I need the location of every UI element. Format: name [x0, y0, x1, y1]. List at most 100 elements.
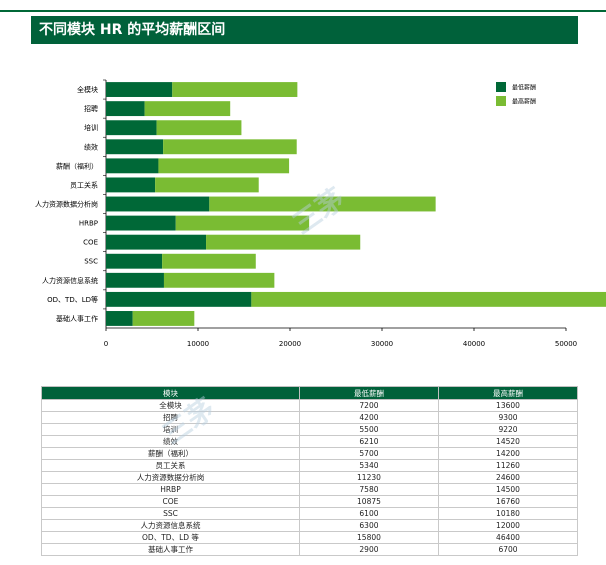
bar-min-salary: [106, 158, 159, 174]
salary-range-chart: 0 10000 20000 30000 40000 50000 全模块招聘培训绩效薪酬（福利…: [35, 79, 606, 348]
y-tick-label: SSC: [84, 258, 98, 266]
bar-min-salary: [106, 272, 164, 288]
min-cell: 6100: [298, 507, 439, 520]
bar-min-salary: [106, 177, 156, 193]
bar-max-salary: [209, 196, 436, 212]
table-row: HRBP 7580 14500: [41, 483, 579, 496]
max-cell: 9300: [437, 411, 579, 424]
bar-min-salary: [106, 215, 176, 231]
table-row: 薪酬（福利） 5700 14200: [41, 447, 579, 460]
min-cell: 5340: [298, 459, 439, 472]
bar-max-salary: [155, 177, 259, 193]
min-cell: 2900: [298, 543, 439, 556]
y-tick-label: OD、TD、LD等: [47, 295, 98, 304]
x-tick-label: 40000: [463, 340, 485, 348]
bar-min-salary: [106, 196, 210, 212]
bar-min-salary: [106, 311, 133, 326]
page-title: 不同模块 HR 的平均薪酬区间: [31, 16, 578, 44]
max-cell: 46400: [437, 531, 579, 544]
x-tick-label: 50000: [555, 340, 577, 348]
legend-swatch: [496, 96, 506, 106]
min-cell: 10875: [298, 495, 439, 508]
legend-label: 最低薪酬: [512, 84, 536, 92]
table-row: 培训 5500 9220: [41, 423, 579, 436]
y-tick-label: 培训: [84, 123, 98, 132]
bar-max-salary: [206, 234, 361, 250]
legend-swatch: [496, 82, 506, 92]
min-cell: 5700: [298, 447, 439, 460]
x-tick-label: 30000: [371, 340, 393, 348]
y-tick-label: 员工关系: [70, 180, 98, 189]
min-cell: 6300: [298, 519, 439, 532]
bar-max-salary: [158, 158, 290, 174]
module-cell: 全模块: [41, 399, 300, 412]
module-cell: SSC: [41, 507, 300, 520]
x-tick-label: 20000: [279, 340, 301, 348]
table-row: OD、TD、LD 等 15800 46400: [41, 531, 579, 544]
module-cell: 基础人事工作: [41, 543, 300, 556]
min-cell: 15800: [298, 531, 439, 544]
bar-min-salary: [106, 120, 157, 136]
module-cell: COE: [41, 495, 300, 508]
max-cell: 6700: [437, 543, 579, 556]
table-header-max: 最高薪酬: [437, 386, 579, 400]
module-cell: OD、TD、LD 等: [41, 531, 300, 544]
table-row: SSC 6100 10180: [41, 507, 579, 520]
y-tick-label: 人力资源信息系统: [42, 276, 98, 285]
y-tick-label: 招聘: [84, 104, 98, 113]
y-tick-label: 全模块: [77, 85, 98, 94]
x-tick-label: 0: [104, 340, 108, 348]
salary-table: 模块 最低薪酬 最高薪酬 全模块 7200 13600 招聘 4200 9300 培训 550…: [41, 386, 579, 556]
min-cell: 5500: [298, 423, 439, 436]
y-tick-label: 薪酬（福利）: [56, 161, 98, 170]
bar-max-salary: [144, 101, 231, 117]
table-header-row: 模块 最低薪酬 最高薪酬: [41, 386, 579, 400]
table-row: 人力资源信息系统 6300 12000: [41, 519, 579, 532]
y-tick-label: HRBP: [79, 220, 98, 228]
max-cell: 14520: [437, 435, 579, 448]
top-divider: [0, 10, 606, 12]
min-cell: 7200: [298, 399, 439, 412]
bar-min-salary: [106, 234, 207, 250]
min-cell: 6210: [298, 435, 439, 448]
module-cell: 招聘: [41, 411, 300, 424]
bar-min-salary: [106, 82, 173, 97]
table-header-module: 模块: [41, 386, 300, 400]
legend-label: 最高薪酬: [512, 98, 536, 106]
table-row: 绩效 6210 14520: [41, 435, 579, 448]
max-cell: 9220: [437, 423, 579, 436]
min-cell: 11230: [298, 471, 439, 484]
bar-max-salary: [163, 139, 297, 155]
max-cell: 13600: [437, 399, 579, 412]
bar-max-salary: [175, 215, 310, 231]
bar-max-salary: [172, 82, 298, 97]
x-tick-label: 10000: [187, 340, 209, 348]
module-cell: 人力资源数据分析岗: [41, 471, 300, 484]
max-cell: 11260: [437, 459, 579, 472]
module-cell: 人力资源信息系统: [41, 519, 300, 532]
module-cell: 薪酬（福利）: [41, 447, 300, 460]
table-row: 员工关系 5340 11260: [41, 459, 579, 472]
max-cell: 10180: [437, 507, 579, 520]
table-header-min: 最低薪酬: [298, 386, 439, 400]
y-tick-label: 基础人事工作: [56, 314, 98, 323]
max-cell: 12000: [437, 519, 579, 532]
y-tick-label: 人力资源数据分析岗: [35, 200, 98, 209]
bar-max-salary: [251, 291, 606, 307]
bar-min-salary: [106, 253, 163, 269]
module-cell: HRBP: [41, 483, 300, 496]
bar-min-salary: [106, 139, 164, 155]
bar-min-salary: [106, 291, 252, 307]
max-cell: 24600: [437, 471, 579, 484]
module-cell: 员工关系: [41, 459, 300, 472]
table-row: 全模块 7200 13600: [41, 399, 579, 412]
min-cell: 4200: [298, 411, 439, 424]
bar-max-salary: [156, 120, 242, 136]
max-cell: 14200: [437, 447, 579, 460]
table-row: 招聘 4200 9300: [41, 411, 579, 424]
table-row: COE 10875 16760: [41, 495, 579, 508]
y-tick-label: 绩效: [84, 142, 98, 151]
table-body: 全模块 7200 13600 招聘 4200 9300 培训 5500 9220 绩效 6210 14…: [41, 399, 579, 556]
y-tick-label: COE: [83, 239, 98, 247]
bar-max-salary: [132, 311, 195, 326]
